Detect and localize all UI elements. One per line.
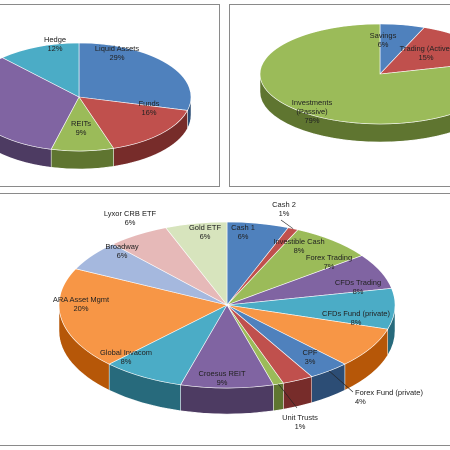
pie-label-cash-2: Cash 2 1% [272,200,296,218]
pie-labels: Savings 6% Trading (Active) 15% Investments(… [292,31,450,125]
pie-label-croesus-reit: Croesus REIT 9% [198,369,246,387]
pie-label-lyxor-crb-etf: Lyxor CRB ETF 6% [104,209,157,227]
pie-slices [58,221,396,389]
pie-label-gold-etf: Gold ETF 6% [189,223,222,241]
pie-label-cash-1: Cash 1 6% [231,223,255,241]
pie-slice-ara-asset-mgmt[interactable] [58,268,228,365]
pie-label-liquid-assets: Liquid Assets 29% [95,44,139,62]
pie-slice-gold-etf[interactable] [165,221,228,306]
pie-chart-3: Cash 1 6% Cash 2 1% Investible Cash 8%Forex T… [53,200,424,431]
pie-slices [259,23,450,125]
pie-label-funds: Funds 16% [139,99,160,117]
pie-label-trading-active: Trading (Active) 15% [400,44,450,62]
pie-label-investments-passive: Investments (Passive) 79% [292,98,333,125]
pie-label-unit-trusts: Unit Trusts 1% [282,413,318,431]
pie-side-unit-trusts [273,382,284,412]
leader-line-cash-2 [280,219,294,229]
pie-sides [58,304,396,415]
pie-slice-trading-active[interactable] [379,27,450,75]
pie-slice-unlabeled[interactable] [0,57,80,150]
pie-label-hedge: Hedge 12% [44,35,66,53]
pie-slice-croesus-reit[interactable] [180,304,274,389]
pie-sides [0,96,192,170]
pie-slice-hedge[interactable] [1,42,80,98]
pie-labels: Liquid Assets 29% Funds 16% REITs 9% Hedge 12% [44,35,160,137]
pie-labels: Cash 1 6% Cash 2 1% Investible Cash 8%Forex T… [53,200,424,431]
pie-label-cfds-fund-private: CFDs Fund (private) 8% [322,309,390,327]
pie-label-cpf: CPF 3% [303,348,318,366]
pie-slice-liquid-assets[interactable] [78,42,192,111]
pie-label-forex-trading: Forex Trading 7% [306,253,352,271]
leader-line-forex-fund-private [328,370,354,393]
chart-panel-asset-allocation: Liquid Assets 29% Funds 16% REITs 9% Hedge 12% [0,4,220,187]
pie-label-forex-fund-private: Forex Fund (private) 4% [355,388,423,406]
pie-slice-investments-passive[interactable] [259,23,450,125]
pie-slices [0,42,192,152]
chart-panel-holdings: Cash 1 6% Cash 2 1% Investible Cash 8% Forex T… [0,193,450,446]
pie-label-global-invacom: Global Invacom 8% [100,348,152,366]
pie-chart-1: Liquid Assets 29% Funds 16% REITs 9% Hedge 12% [0,35,192,170]
pie-label-ara-asset-mgmt: ARA Asset Mgmt 20% [53,295,110,313]
pie-slice-funds[interactable] [78,96,188,149]
pie-label-broadway: Broadway 6% [105,242,139,260]
chart-panel-investment-style: Savings 6% Trading (Active) 15% Investments(… [229,4,450,187]
leader-line-unit-trusts [278,383,298,409]
pie-label-investible-cash: Investible Cash 8% [273,237,324,255]
pie-label-savings: Savings 6% [370,31,397,49]
pie-side-reits [50,148,114,170]
pie-label-cfds-trading: CFDs Trading 8% [335,278,381,296]
pie-chart-2: Savings 6% Trading (Active) 15% Investments(… [259,23,450,143]
pie-side-croesus-reit [180,384,274,415]
pie-label-reits: REITs 9% [71,119,91,137]
